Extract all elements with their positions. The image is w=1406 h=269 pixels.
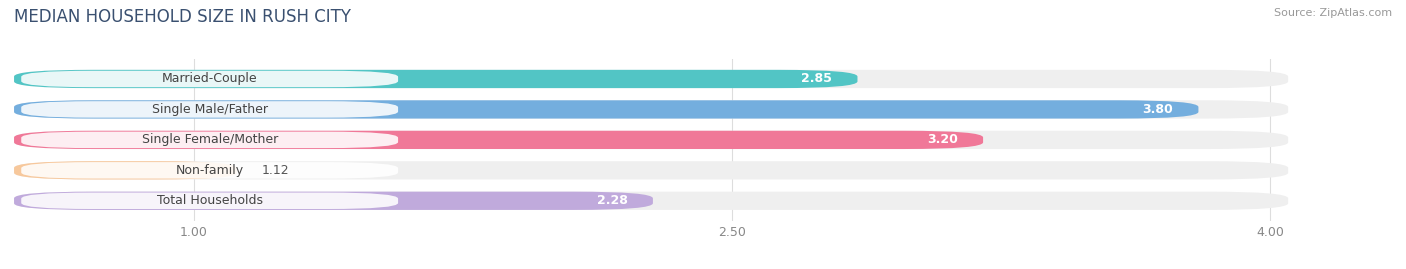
FancyBboxPatch shape [14, 100, 1198, 119]
Text: Single Male/Father: Single Male/Father [152, 103, 267, 116]
Text: 3.80: 3.80 [1143, 103, 1173, 116]
Text: 3.20: 3.20 [927, 133, 957, 146]
FancyBboxPatch shape [21, 71, 398, 87]
FancyBboxPatch shape [21, 193, 398, 209]
FancyBboxPatch shape [21, 132, 398, 148]
FancyBboxPatch shape [14, 70, 1288, 88]
FancyBboxPatch shape [14, 100, 1288, 119]
Text: Non-family: Non-family [176, 164, 243, 177]
FancyBboxPatch shape [14, 70, 858, 88]
Text: Source: ZipAtlas.com: Source: ZipAtlas.com [1274, 8, 1392, 18]
Text: Total Households: Total Households [156, 194, 263, 207]
Text: 1.12: 1.12 [262, 164, 290, 177]
FancyBboxPatch shape [14, 192, 1288, 210]
Text: MEDIAN HOUSEHOLD SIZE IN RUSH CITY: MEDIAN HOUSEHOLD SIZE IN RUSH CITY [14, 8, 352, 26]
FancyBboxPatch shape [14, 131, 983, 149]
FancyBboxPatch shape [14, 192, 652, 210]
FancyBboxPatch shape [14, 131, 1288, 149]
FancyBboxPatch shape [21, 162, 398, 179]
Text: Married-Couple: Married-Couple [162, 72, 257, 86]
FancyBboxPatch shape [21, 101, 398, 118]
Text: 2.28: 2.28 [598, 194, 627, 207]
FancyBboxPatch shape [14, 161, 236, 179]
FancyBboxPatch shape [14, 161, 1288, 179]
Text: Single Female/Mother: Single Female/Mother [142, 133, 278, 146]
Text: 2.85: 2.85 [801, 72, 832, 86]
